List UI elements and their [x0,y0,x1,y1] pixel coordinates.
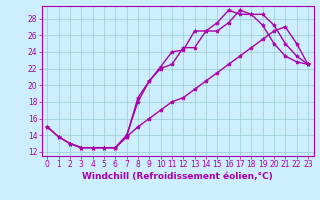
X-axis label: Windchill (Refroidissement éolien,°C): Windchill (Refroidissement éolien,°C) [82,172,273,181]
